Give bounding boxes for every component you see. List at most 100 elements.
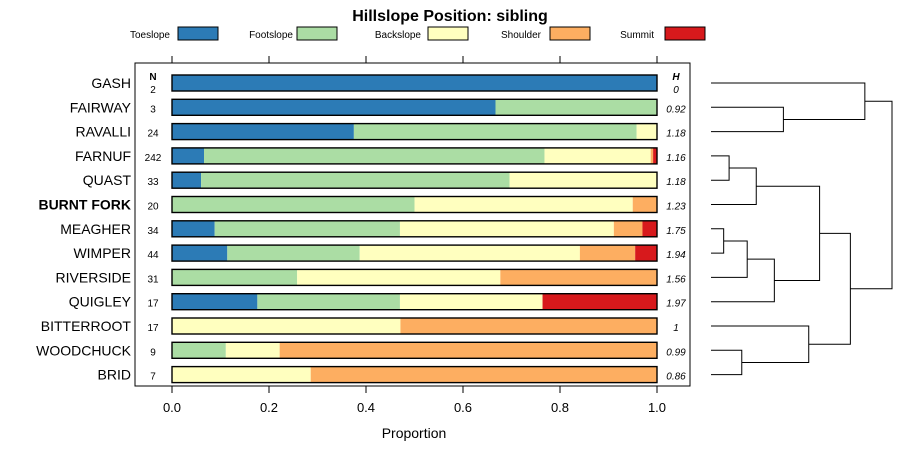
legend-label-toeslope: Toeslope: [130, 30, 170, 41]
h-value-wimper: 1.94: [666, 250, 686, 261]
row-label-burnt-fork: BURNT FORK: [38, 197, 131, 213]
n-value-bitterroot: 17: [147, 323, 159, 334]
bar-area: [171, 74, 658, 384]
x-tick-label-0-6: 0.6: [454, 400, 472, 415]
bar-segment-bitterroot-backslope: [172, 318, 401, 334]
dendrogram: [711, 82, 893, 376]
n-value-burnt-fork: 20: [147, 202, 159, 213]
dendrogram-branch-8: [756, 185, 821, 281]
legend-label-footslope: Footslope: [249, 30, 293, 41]
n-value-farnuf: 242: [145, 153, 162, 164]
bar-segment-wimper-shoulder: [579, 245, 636, 262]
legend-swatch-backslope: [427, 26, 469, 41]
row-label-bitterroot: BITTERROOT: [41, 318, 132, 334]
legend-label-shoulder: Shoulder: [501, 30, 542, 41]
row-label-fairway: FAIRWAY: [70, 99, 132, 115]
row-label-riverside: RIVERSIDE: [56, 269, 131, 285]
bar-segment-meagher-footslope: [214, 220, 400, 237]
bar-outline-ravalli: [171, 122, 658, 141]
bar-segment-burnt-fork-shoulder: [632, 196, 657, 213]
h-value-fairway: 0.92: [666, 104, 686, 115]
dendrogram-branch-2: [711, 82, 866, 120]
bar-segment-meagher-backslope: [399, 220, 614, 237]
row-label-woodchuck: WOODCHUCK: [36, 342, 132, 358]
legend-label-backslope: Backslope: [375, 30, 422, 41]
row-label-quigley: QUIGLEY: [69, 294, 132, 310]
legend-swatch-toeslope: [177, 26, 219, 41]
bar-segment-farnuf-toeslope: [172, 147, 205, 164]
h-value-gash: 0: [673, 85, 679, 96]
h-value-burnt-fork: 1.23: [666, 202, 686, 213]
bar-outline-brid: [171, 365, 658, 384]
dendrogram-branch-10: [711, 325, 810, 363]
n-value-quigley: 17: [147, 299, 159, 310]
n-value-wimper: 44: [147, 250, 159, 261]
legend-swatch-summit: [664, 26, 706, 41]
bar-segment-woodchuck-shoulder: [279, 342, 657, 359]
x-tick-label-0-2: 0.2: [260, 400, 278, 415]
dendrogram-branch-1: [711, 106, 784, 133]
bar-outline-woodchuck: [171, 341, 658, 359]
bar-segment-riverside-footslope: [172, 269, 298, 286]
bar-segment-riverside-backslope: [297, 269, 501, 286]
n-value-fairway: 3: [150, 104, 156, 115]
bar-segment-farnuf-backslope: [544, 147, 651, 164]
n-column: N 2 3 24 242 33 20 34 44 31 17 17 9 7: [145, 72, 162, 383]
h-value-riverside: 1.56: [666, 274, 686, 285]
bar-segment-ravalli-footslope: [353, 123, 637, 140]
n-value-riverside: 31: [147, 274, 159, 285]
legend-swatch-footslope: [296, 26, 338, 41]
bar-segment-riverside-shoulder: [500, 269, 657, 286]
bar-outline-bitterroot: [171, 317, 658, 335]
bar-segment-wimper-summit: [635, 245, 657, 262]
bar-segment-gash-toeslope: [172, 75, 657, 91]
bar-outline-fairway: [171, 98, 658, 117]
bar-segment-farnuf-shoulder: [650, 147, 654, 164]
bar-segment-wimper-footslope: [227, 245, 360, 262]
row-label-wimper: WIMPER: [73, 245, 131, 261]
n-value-brid: 7: [150, 372, 156, 383]
h-value-brid: 0.86: [666, 372, 686, 383]
bar-segment-wimper-toeslope: [172, 245, 228, 262]
n-value-woodchuck: 9: [150, 347, 156, 358]
bar-segment-wimper-backslope: [359, 245, 580, 262]
row-label-gash: GASH: [91, 75, 131, 91]
dendrogram-branch-11: [808, 232, 851, 345]
n-value-meagher: 34: [147, 226, 159, 237]
bar-outline-quigley: [171, 293, 658, 311]
dendrogram-branch-5: [711, 228, 725, 254]
bar-outline-gash: [171, 74, 658, 92]
bar-segment-brid-backslope: [172, 366, 311, 383]
x-tick-label-0-4: 0.4: [357, 400, 375, 415]
legend: Toeslope Footslope Backslope Shoulder Summit: [130, 26, 706, 41]
dendrogram-branch-12: [850, 100, 893, 290]
row-labels: GASH FAIRWAY RAVALLI FARNUF QUAST BURNT FORK M…: [36, 75, 132, 383]
bar-segment-meagher-summit: [642, 220, 657, 237]
h-column: H 0 0.92 1.18 1.16 1.18 1.23 1.75 1.94 1.56 1.97 1…: [666, 72, 686, 383]
bar-segment-quigley-toeslope: [172, 293, 258, 310]
h-value-quigley: 1.97: [666, 299, 686, 310]
chart-title: Hillslope Position: sibling: [352, 8, 548, 25]
bar-segment-burnt-fork-backslope: [414, 196, 633, 213]
x-tick-label-0-0: 0.0: [163, 400, 181, 415]
dendrogram-branch-4: [711, 167, 757, 205]
bar-segment-brid-shoulder: [310, 366, 657, 383]
plot-panel: [134, 62, 691, 387]
row-label-ravalli: RAVALLI: [75, 124, 131, 140]
h-value-farnuf: 1.16: [666, 153, 686, 164]
bar-segment-quast-toeslope: [172, 172, 202, 189]
h-value-meagher: 1.75: [666, 226, 686, 237]
h-value-quast: 1.18: [666, 177, 686, 188]
x-axis: 0.0 0.2 0.4 0.6 0.8 1.0: [163, 56, 666, 415]
h-value-woodchuck: 0.99: [666, 347, 686, 358]
bar-outline-farnuf: [171, 147, 658, 165]
x-axis-label: Proportion: [382, 425, 447, 441]
bar-segment-woodchuck-footslope: [172, 342, 226, 359]
legend-swatch-shoulder: [549, 26, 591, 41]
n-value-quast: 33: [147, 177, 159, 188]
bar-segment-quigley-backslope: [399, 293, 543, 310]
bar-segment-quigley-footslope: [257, 293, 400, 310]
bar-segment-bitterroot-shoulder: [400, 318, 657, 334]
bar-segment-quast-footslope: [201, 172, 510, 189]
